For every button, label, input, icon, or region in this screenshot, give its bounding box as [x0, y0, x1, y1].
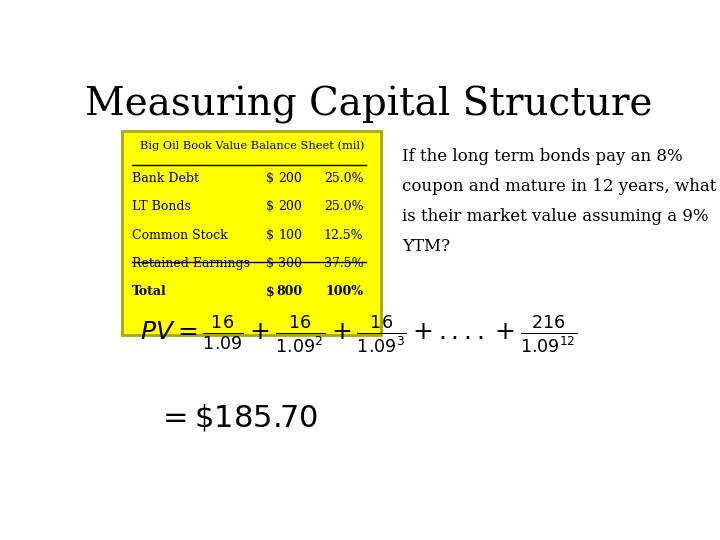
Text: 200: 200 — [278, 172, 302, 185]
Text: coupon and mature in 12 years, what: coupon and mature in 12 years, what — [402, 178, 717, 195]
Text: 100: 100 — [278, 228, 302, 241]
Text: $: $ — [266, 228, 274, 241]
Text: If the long term bonds pay an 8%: If the long term bonds pay an 8% — [402, 148, 683, 165]
Text: 12.5%: 12.5% — [324, 228, 364, 241]
Text: Common Stock: Common Stock — [132, 228, 228, 241]
Text: 200: 200 — [278, 200, 302, 213]
Text: $: $ — [266, 200, 274, 213]
Text: $: $ — [266, 257, 274, 270]
Text: $: $ — [266, 172, 274, 185]
Text: 37.5%: 37.5% — [324, 257, 364, 270]
Text: 100%: 100% — [325, 285, 364, 298]
Text: Bank Debt: Bank Debt — [132, 172, 199, 185]
Text: $PV = \frac{16}{1.09} + \frac{16}{1.09^{2}} + \frac{16}{1.09^{3}} + .... + \frac: $PV = \frac{16}{1.09} + \frac{16}{1.09^{… — [140, 314, 577, 355]
Text: $= \$185.70$: $= \$185.70$ — [157, 402, 318, 433]
Text: 25.0%: 25.0% — [324, 172, 364, 185]
Text: Retained Earnings: Retained Earnings — [132, 257, 250, 270]
Text: 800: 800 — [276, 285, 302, 298]
Text: 300: 300 — [278, 257, 302, 270]
Text: Measuring Capital Structure: Measuring Capital Structure — [85, 85, 653, 124]
FancyBboxPatch shape — [122, 131, 382, 335]
Text: 25.0%: 25.0% — [324, 200, 364, 213]
Text: LT Bonds: LT Bonds — [132, 200, 191, 213]
Text: Big Oil Book Value Balance Sheet (mil): Big Oil Book Value Balance Sheet (mil) — [140, 140, 364, 151]
Text: $: $ — [266, 285, 274, 298]
Text: YTM?: YTM? — [402, 238, 451, 255]
Text: is their market value assuming a 9%: is their market value assuming a 9% — [402, 208, 709, 225]
Text: Total: Total — [132, 285, 166, 298]
